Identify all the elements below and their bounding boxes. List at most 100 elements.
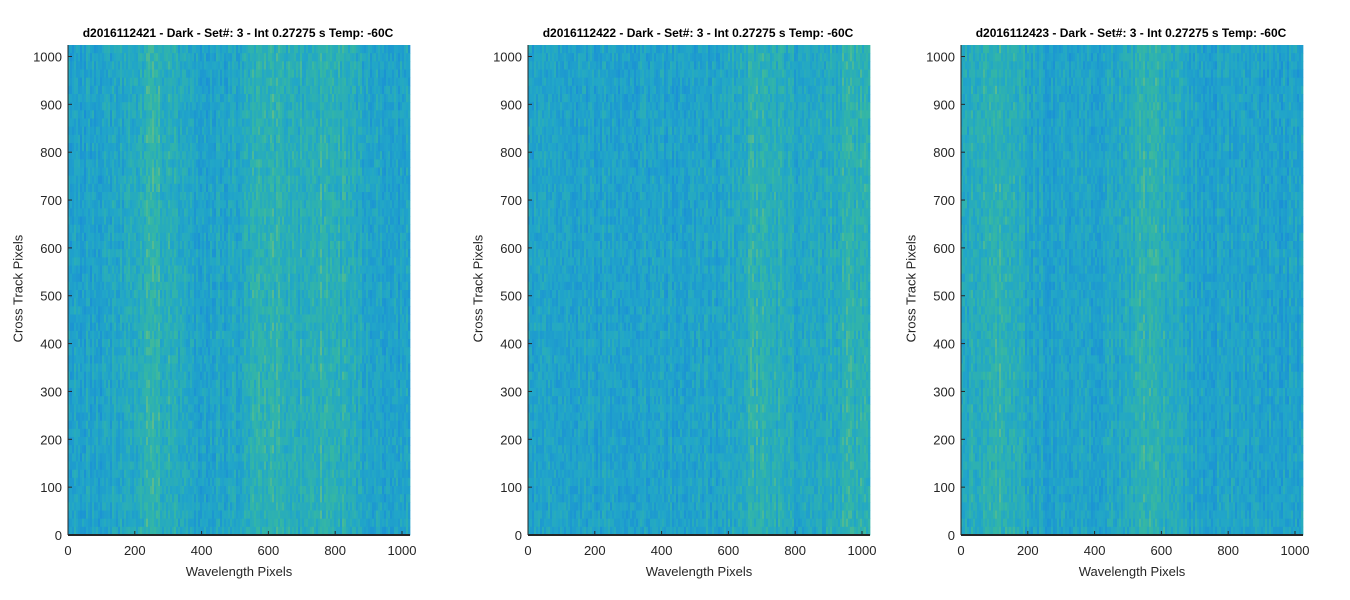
heatmap-cell [166,110,169,119]
heatmap-cell [140,216,143,226]
heatmap-cell [166,396,169,405]
heatmap-cell [198,469,201,479]
heatmap-cell [148,477,151,487]
heatmap-cell [164,510,167,520]
heatmap-cell [108,85,111,95]
heatmap-cell [94,249,97,258]
heatmap-cell [168,322,171,332]
heatmap-cell [92,461,95,471]
heatmap-cell [214,200,217,209]
heatmap-cell [74,118,77,128]
heatmap-cell [142,134,145,144]
heatmap-cell [102,110,105,119]
heatmap-cell [186,420,189,430]
heatmap-cell [178,486,181,495]
heatmap-cell [230,330,233,340]
heatmap-cell [224,200,227,209]
heatmap-cell [70,77,73,87]
heatmap-cell [216,265,219,275]
heatmap-cell [168,379,171,389]
heatmap-cell [136,306,139,315]
heatmap-cell [84,281,87,291]
heatmap-cell [182,77,185,87]
heatmap-cell [140,110,143,119]
heatmap-cell [134,347,137,356]
heatmap-cell [84,200,87,209]
heatmap-cell [188,69,191,79]
heatmap-cell [176,494,179,503]
heatmap-cell [234,134,237,144]
heatmap-cell [218,143,221,152]
heatmap-cell [78,371,81,381]
heatmap-cell [220,45,223,54]
heatmap-cell [192,53,195,62]
heatmap-cell [116,110,119,119]
heatmap-cell [194,347,197,356]
heatmap-cell [232,102,235,111]
heatmap-cell [208,355,211,364]
heatmap-cell [174,192,177,201]
heatmap-cell [206,355,209,364]
heatmap-cell [154,306,157,315]
heatmap-cell [184,518,187,528]
heatmap-cell [152,306,155,315]
heatmap-cell [112,216,115,226]
heatmap-cell [94,388,97,397]
heatmap-cell [114,77,117,87]
heatmap-cell [158,518,161,528]
heatmap-cell [134,363,137,373]
heatmap-cell [190,306,193,315]
heatmap-cell [180,445,183,454]
heatmap-cell [180,69,183,79]
heatmap-cell [172,437,175,446]
heatmap-cell [102,428,105,438]
heatmap-cell [116,420,119,430]
heatmap-cell [72,192,75,201]
heatmap-cell [202,94,205,103]
heatmap-cell [210,208,213,217]
heatmap-cell [134,143,137,152]
heatmap-cell [152,322,155,332]
heatmap-cell [156,126,159,136]
heatmap-cell [226,412,229,422]
heatmap-cell [78,102,81,111]
heatmap-cell [146,118,149,128]
heatmap-cell [172,175,175,185]
heatmap-cell [186,110,189,119]
heatmap-cell [206,445,209,454]
heatmap-cell [132,428,135,438]
heatmap-cell [96,281,99,291]
heatmap-cell [228,175,231,185]
heatmap-cell [110,102,113,111]
heatmap-cell [204,437,207,446]
heatmap-cell [100,428,103,438]
heatmap-cell [214,306,217,315]
heatmap-cell [190,85,193,95]
heatmap-cell [200,249,203,258]
heatmap-cell [204,126,207,136]
heatmap-cell [180,290,183,299]
heatmap-cell [224,143,227,152]
heatmap-cell [148,453,151,462]
heatmap-cell [92,273,95,283]
heatmap-cell [192,265,195,275]
heatmap-cell [142,388,145,397]
heatmap-cells [68,45,411,536]
heatmap-cell [110,257,113,266]
heatmap-cell [84,379,87,389]
heatmap-cell [100,249,103,258]
heatmap-cell [186,241,189,250]
heatmap-cell [86,94,89,103]
heatmap-cell [202,257,205,266]
heatmap-cell [126,453,129,462]
heatmap-cell [194,143,197,152]
heatmap-cell [90,298,93,307]
heatmap-cell [138,249,141,258]
heatmap-cell [68,94,71,103]
heatmap-cell [204,224,207,234]
heatmap-cell [142,183,145,193]
heatmap-cell [154,167,157,177]
heatmap-cell [180,102,183,111]
heatmap-cell [156,404,159,413]
heatmap-cell [176,396,179,405]
